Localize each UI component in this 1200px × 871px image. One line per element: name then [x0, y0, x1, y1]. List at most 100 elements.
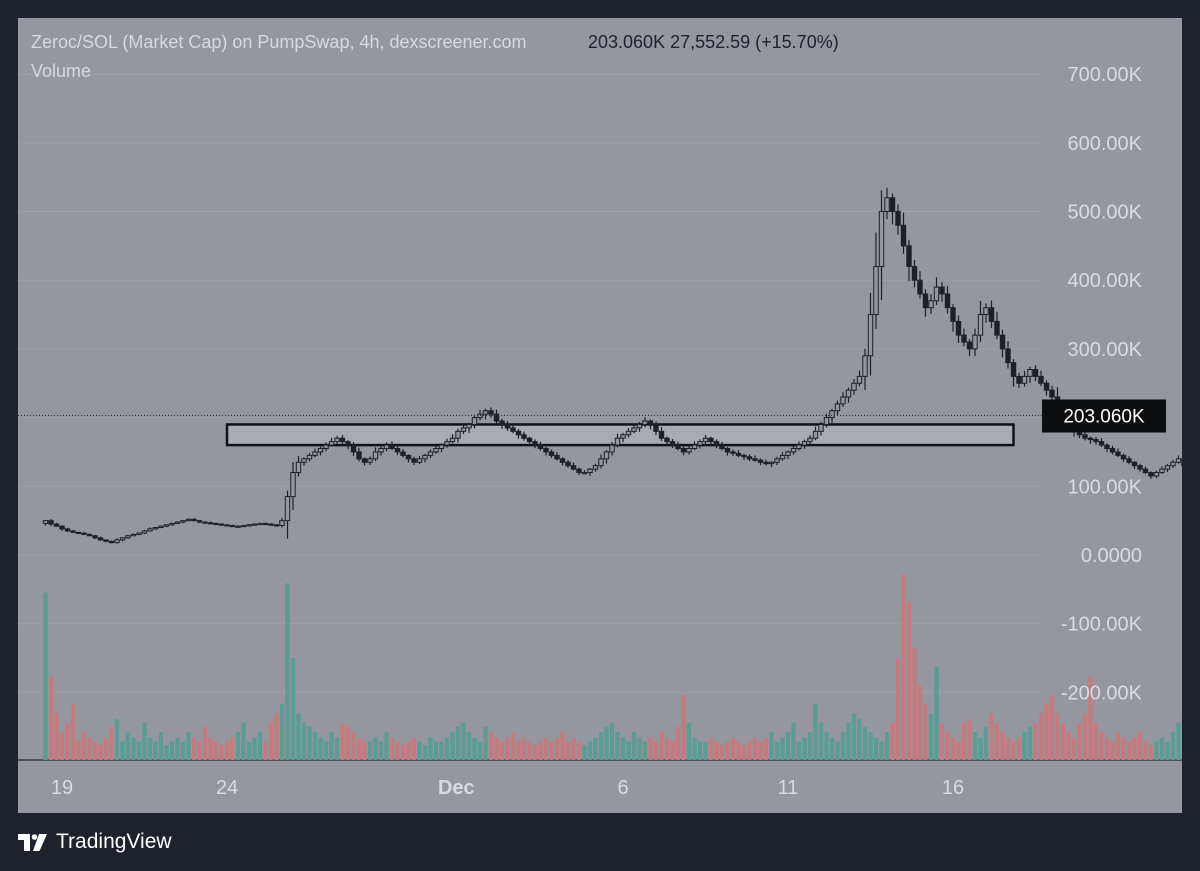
candle-body: [1087, 437, 1094, 441]
candle-body: [889, 197, 896, 212]
volume-bar: [956, 741, 961, 760]
candle-body: [680, 448, 687, 453]
volume-bar: [1011, 741, 1016, 760]
volume-bar: [774, 741, 780, 760]
volume-bar: [560, 732, 565, 760]
candle-body: [229, 524, 236, 528]
candle-body: [64, 528, 71, 532]
candlestick-chart[interactable]: 700.00K600.00K500.00K400.00K300.00K200.0…: [18, 18, 1182, 813]
volume-bar: [571, 737, 576, 760]
volume-bar: [873, 737, 879, 760]
candle-body: [746, 456, 753, 460]
volume-bar: [587, 741, 593, 760]
candle-body: [906, 245, 912, 267]
candle-body: [444, 441, 450, 446]
volume-bar: [483, 726, 488, 760]
volume-bar: [279, 704, 285, 760]
volume-bar: [164, 745, 169, 760]
y-tick-label: 0.0000: [1081, 545, 1142, 567]
volume-bar: [961, 722, 967, 760]
brand-name: TradingView: [56, 830, 172, 853]
candle-body: [1164, 465, 1171, 470]
volume-bar: [785, 732, 791, 760]
candle-body: [1120, 454, 1127, 460]
candle-body: [741, 454, 747, 458]
candle-body: [427, 451, 434, 456]
volume-bar: [670, 741, 675, 760]
candle-body: [218, 523, 225, 526]
candle-body: [917, 279, 923, 295]
volume-bar: [1110, 741, 1115, 760]
candle-body: [356, 451, 362, 460]
volume-bar: [312, 732, 318, 760]
candle-body: [713, 441, 720, 446]
volume-bar: [246, 741, 252, 760]
volume-bar: [538, 741, 543, 760]
candle-body: [504, 423, 511, 429]
candle-body: [372, 451, 379, 460]
candle-body: [625, 430, 632, 436]
volume-bar: [840, 732, 846, 760]
volume-bar: [153, 741, 158, 760]
volume-bar: [461, 722, 466, 760]
volume-bar: [1082, 713, 1088, 760]
support-zone-box[interactable]: [225, 423, 1015, 447]
volume-bar: [466, 732, 472, 760]
candle-body: [642, 420, 648, 425]
candle-body: [922, 293, 929, 309]
candle-body: [75, 531, 82, 535]
candle-body: [152, 527, 159, 530]
candle-body: [664, 437, 670, 443]
candle-body: [856, 375, 863, 384]
candle-body: [1016, 375, 1022, 384]
volume-bar: [81, 732, 87, 760]
ohlc-readout: 203.060K 27,552.59 (+15.70%): [588, 32, 839, 52]
symbol-title: Zeroc/SOL (Market Cap) on PumpSwap, 4h, …: [31, 32, 527, 52]
volume-bar: [796, 741, 802, 760]
candle-body: [1038, 375, 1044, 384]
chart-panel[interactable]: 700.00K600.00K500.00K400.00K300.00K200.0…: [18, 18, 1182, 813]
volume-bar: [659, 732, 664, 760]
brand[interactable]: TradingView: [18, 830, 172, 854]
volume-bar: [54, 713, 59, 760]
candle-body: [207, 522, 214, 525]
volume-bar: [653, 741, 659, 760]
candle-body: [1098, 441, 1105, 446]
volume-bar: [648, 737, 653, 760]
volume-bar: [389, 737, 395, 760]
y-tick-label: 400.00K: [1067, 270, 1142, 292]
candle-body: [818, 423, 824, 432]
volume-bar: [626, 741, 631, 760]
candle-body: [1005, 348, 1011, 364]
volume-bar: [505, 737, 510, 760]
y-axis: 700.00K600.00K500.00K400.00K300.00K200.0…: [1061, 64, 1143, 704]
candle-body: [763, 461, 769, 465]
candle-body: [86, 533, 93, 537]
candle-body: [389, 444, 395, 450]
candle-body: [691, 444, 698, 450]
y-tick-label: -200.00K: [1061, 682, 1143, 704]
volume-bar: [329, 732, 334, 760]
candle-body: [779, 454, 786, 460]
candle-body: [774, 458, 780, 463]
volume-bar: [197, 741, 202, 760]
volume-bar: [488, 732, 494, 760]
volume-bar: [351, 732, 356, 760]
candle-body: [59, 525, 65, 530]
volume-bar: [725, 741, 730, 760]
candle-body: [999, 334, 1006, 350]
volume-bar: [1104, 737, 1110, 760]
candle-body: [213, 522, 219, 526]
volume-bar: [1060, 722, 1066, 760]
candle-body: [141, 530, 148, 534]
volume-bar: [934, 667, 939, 760]
candle-body: [97, 537, 104, 541]
volume-bar: [191, 737, 197, 760]
volume-bar: [241, 722, 246, 760]
volume-bar: [917, 685, 923, 760]
volume-bar: [1088, 676, 1093, 760]
volume-bar: [527, 741, 532, 760]
candle-body: [961, 334, 967, 343]
candle-body: [246, 524, 252, 527]
volume-bar: [807, 732, 813, 760]
